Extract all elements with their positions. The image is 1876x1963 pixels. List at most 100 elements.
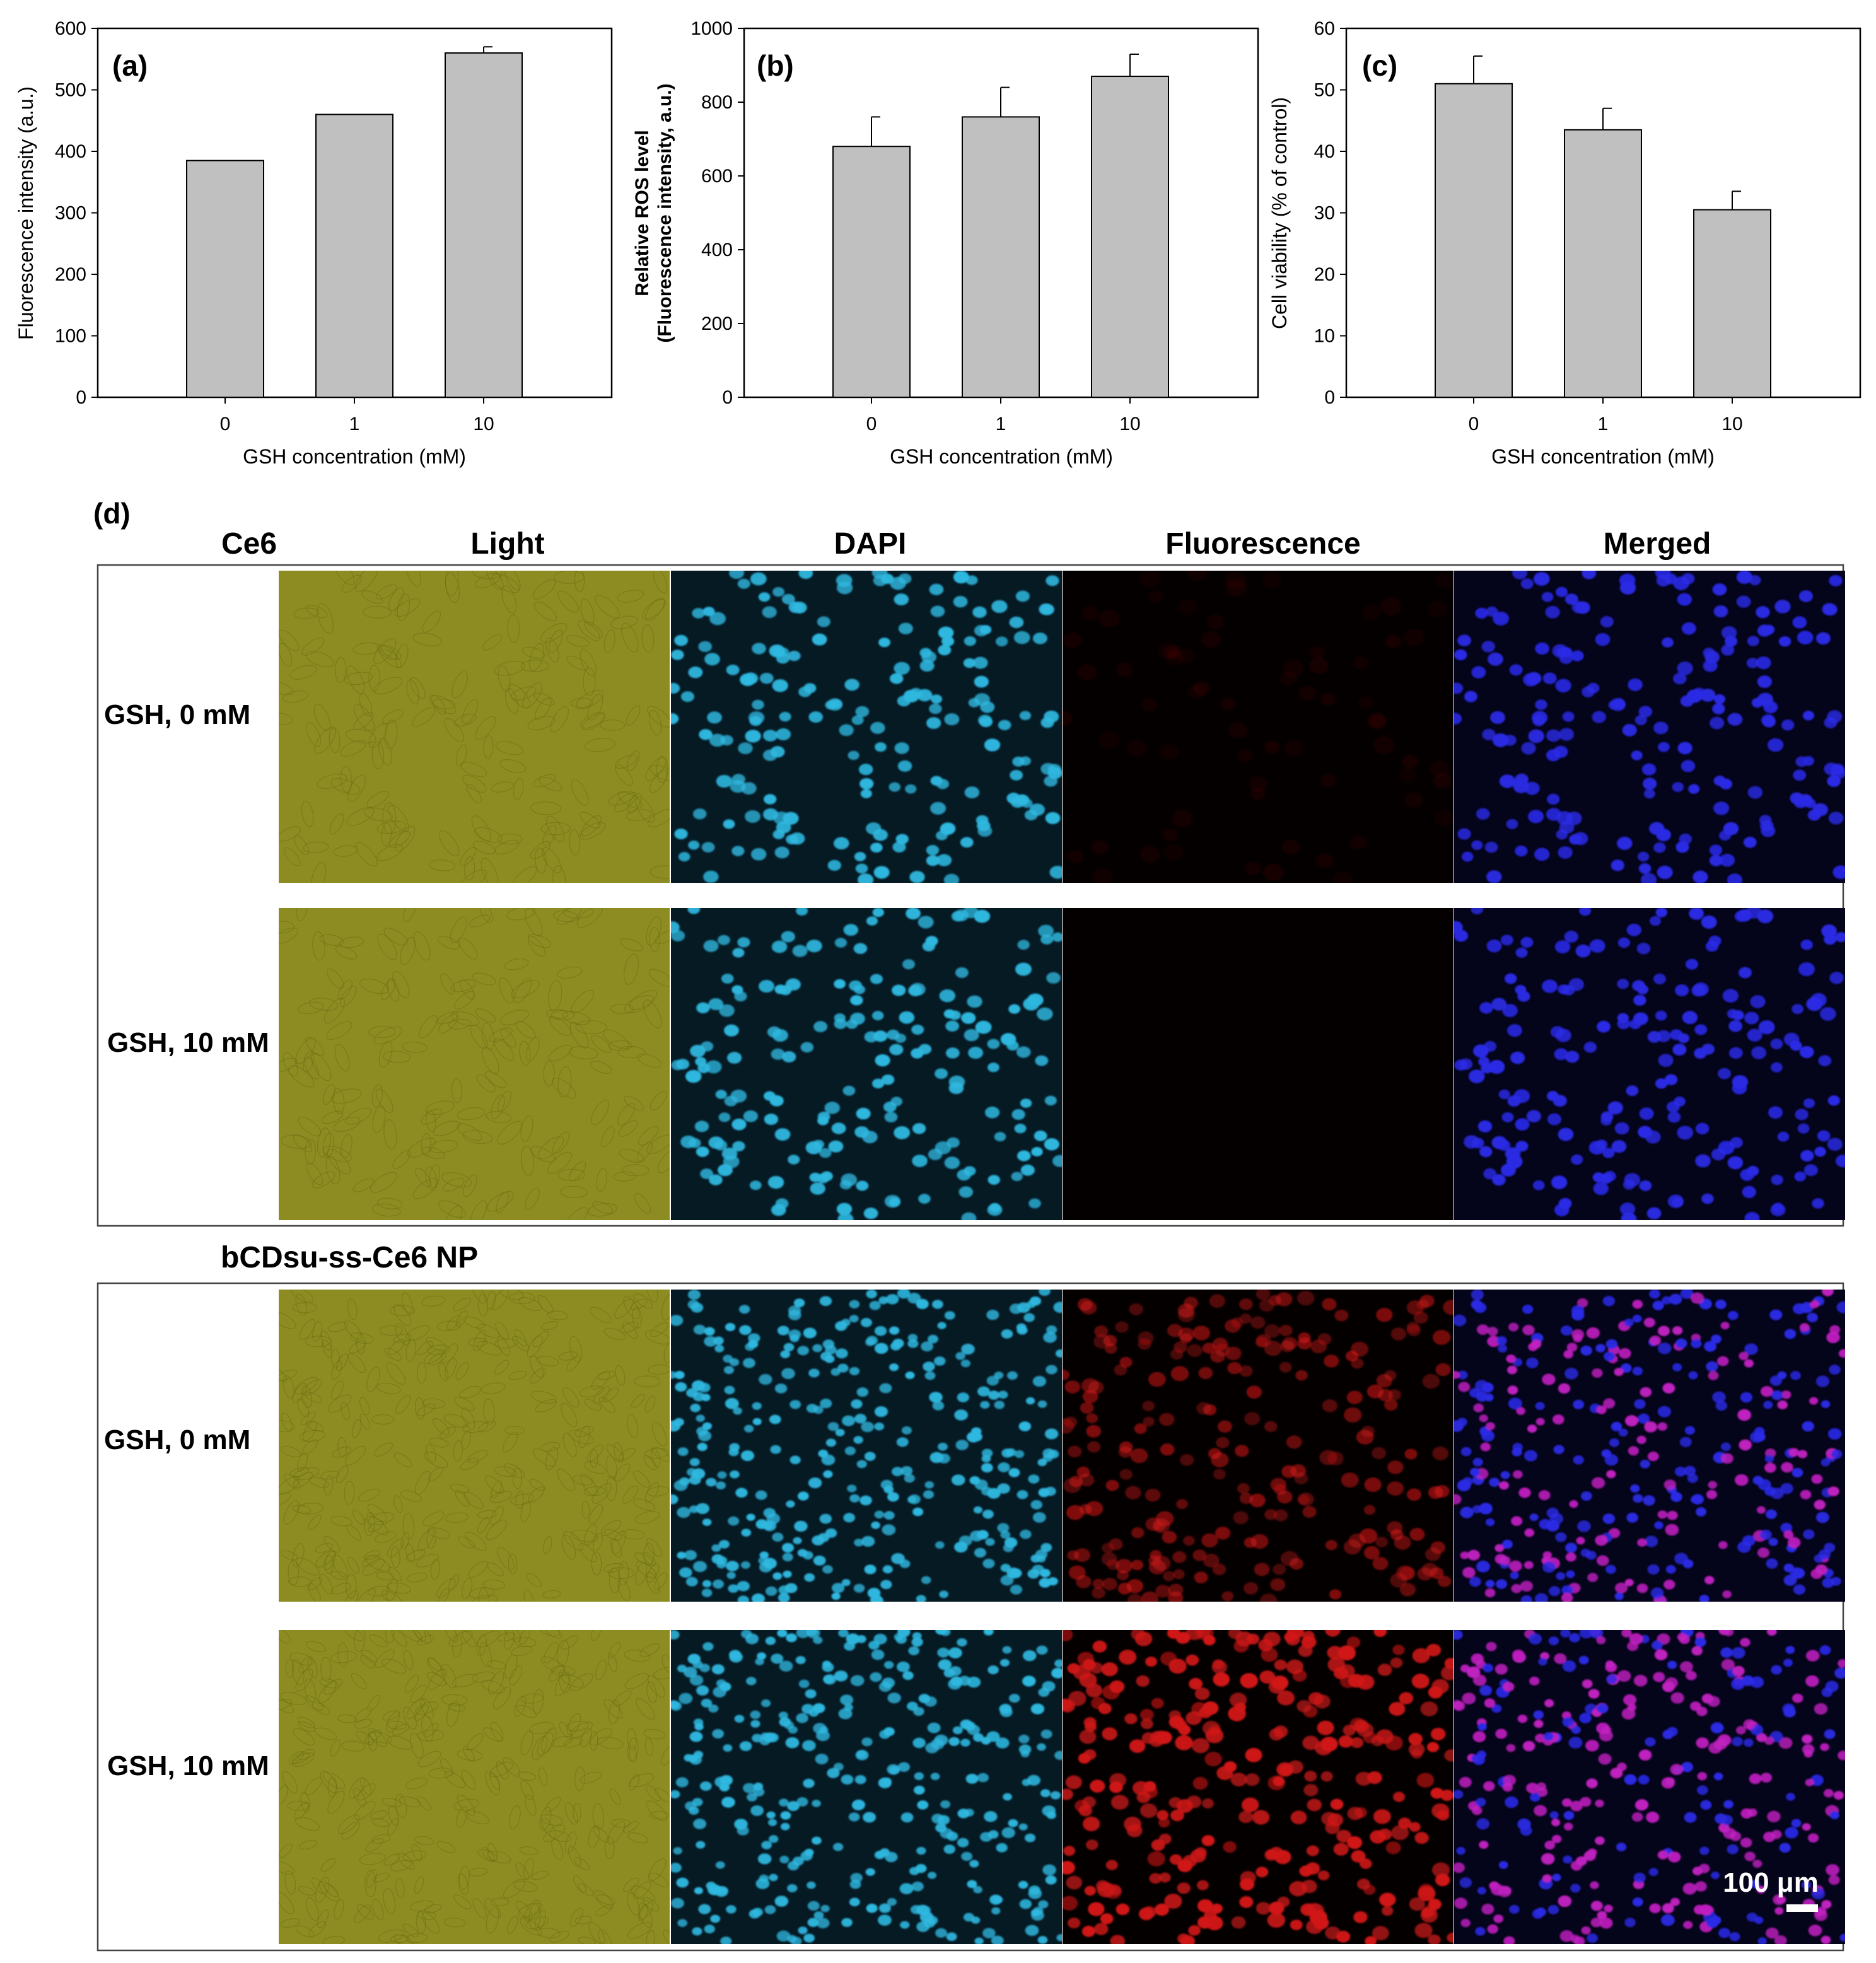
y-axis-label-b-line1: Relative ROS level [632, 130, 653, 296]
y-tick-label-a-100: 100 [55, 326, 86, 347]
micrograph-dapi-g0-r0 [671, 571, 1062, 883]
group-label-nanoparticle: bCDsu-ss-Ce6 NP [221, 1241, 478, 1274]
scale-bar [1786, 1904, 1818, 1912]
x-tick-label-b-0: 0 [866, 414, 877, 434]
y-ticks-c: 0 10 20 30 40 50 60 [1314, 18, 1346, 408]
group-frame-nanoparticle [96, 1282, 1844, 1952]
y-tick-label-b-1000: 1000 [690, 18, 733, 39]
row-label-np-gsh-0: GSH, 0 mM [104, 1424, 250, 1455]
y-tick-label-a-0: 0 [76, 387, 86, 408]
group-label-ce6: Ce6 [221, 527, 277, 561]
row-label-ce6-gsh-0: GSH, 0 mM [104, 699, 250, 730]
y-tick-label-c-40: 40 [1314, 141, 1335, 162]
y-tick-label-a-600: 600 [55, 18, 86, 39]
bar-b-1 [962, 116, 1040, 398]
micrograph-merged-g1-r1 [1454, 1630, 1845, 1944]
bar-a-1 [315, 114, 393, 398]
chart-b: (b) 0 200 400 600 800 1000 0 1 10 GSH concentra… [632, 18, 1259, 468]
x-ticks-c: 0 1 10 [1469, 397, 1743, 434]
y-tick-label-a-500: 500 [55, 80, 86, 101]
bars-c [1435, 83, 1771, 398]
x-tick-label-c-0: 0 [1469, 414, 1479, 434]
scale-bar-label: 100 μm [1723, 1867, 1819, 1898]
error-bar-b-0 [871, 116, 880, 147]
chart-c: (c) 0 10 20 30 40 50 60 0 1 10 GSH concentration… [1268, 18, 1861, 468]
error-bar-b-10 [1129, 53, 1139, 77]
column-head-merged: Merged [1604, 527, 1711, 561]
error-bars-a [483, 46, 492, 53]
bar-a-0 [186, 160, 264, 398]
panel-letter-d: (d) [93, 497, 131, 530]
bar-a-10 [445, 52, 523, 398]
x-ticks-b: 0 1 10 [866, 397, 1141, 434]
y-tick-label-a-300: 300 [55, 203, 86, 224]
bars-a [186, 52, 523, 398]
panel-letter-c: (c) [1362, 49, 1397, 82]
x-ticks-a: 0 1 10 [220, 397, 494, 434]
row-label-ce6-gsh-10: GSH, 10 mM [107, 1027, 269, 1058]
bar-c-1 [1564, 129, 1642, 398]
y-tick-label-b-800: 800 [701, 92, 733, 113]
y-tick-label-c-60: 60 [1314, 18, 1335, 39]
bar-b-0 [832, 146, 911, 398]
micrograph-dapi-g0-r1 [671, 908, 1062, 1220]
y-tick-label-a-200: 200 [55, 264, 86, 285]
y-tick-label-c-50: 50 [1314, 80, 1335, 101]
x-tick-label-b-1: 1 [996, 414, 1006, 434]
column-head-light: Light [470, 527, 544, 561]
error-bar-c-10 [1732, 190, 1741, 210]
y-axis-label-b-line2: (Fluorescence intensity, a.u.) [655, 83, 675, 342]
y-tick-label-b-200: 200 [701, 313, 733, 334]
micrograph-tiles [279, 571, 1845, 1944]
y-tick-label-a-400: 400 [55, 141, 86, 162]
micrograph-fluorescence-g0-r0 [1063, 571, 1454, 883]
bars-b [832, 76, 1169, 399]
micrograph-panel: (d) Ce6 Light DAPI Fluorescence Merged b… [93, 497, 1845, 1952]
column-head-fluorescence: Fluorescence [1165, 527, 1360, 561]
error-bar-c-0 [1473, 55, 1483, 84]
bar-c-0 [1435, 83, 1513, 398]
x-tick-label-a-0: 0 [220, 414, 231, 434]
micrograph-merged-g1-r0 [1454, 1290, 1845, 1602]
y-tick-label-c-0: 0 [1324, 387, 1335, 408]
error-bar-c-1 [1602, 107, 1612, 130]
row-label-np-gsh-10: GSH, 10 mM [107, 1750, 269, 1781]
error-bar-b-1 [1000, 86, 1010, 117]
x-tick-label-c-10: 10 [1722, 414, 1742, 434]
micrograph-dapi-g1-r1 [671, 1630, 1062, 1944]
panel-letter-b: (b) [757, 49, 794, 82]
y-ticks-b: 0 200 400 600 800 1000 [690, 18, 744, 408]
x-tick-label-b-10: 10 [1119, 414, 1140, 434]
y-axis-label-a: Fluorescence intensity (a.u.) [15, 86, 37, 340]
column-head-dapi: DAPI [834, 527, 907, 561]
bar-c-10 [1693, 209, 1771, 398]
micrograph-fluorescence-g1-r1 [1063, 1630, 1454, 1944]
error-bars-c [1473, 55, 1741, 210]
x-axis-label-c: GSH concentration (mM) [1491, 445, 1715, 468]
y-tick-label-c-30: 30 [1314, 203, 1335, 224]
y-axis-label-c: Cell viability (% of control) [1268, 97, 1291, 329]
micrograph-fluorescence-g1-r0 [1063, 1290, 1454, 1602]
micrograph-light-g0-r1 [279, 908, 670, 1220]
bar-b-10 [1091, 76, 1169, 399]
micrograph-dapi-g1-r0 [671, 1290, 1062, 1602]
y-ticks-a: 0 100 200 300 400 500 600 [55, 18, 98, 408]
micrograph-light-g0-r0 [279, 571, 670, 883]
x-tick-label-a-1: 1 [349, 414, 360, 434]
y-tick-label-c-20: 20 [1314, 264, 1335, 285]
micrograph-fluorescence-g0-r1 [1063, 908, 1454, 1220]
error-bar-a-10 [483, 46, 492, 53]
micrograph-light-g1-r0 [279, 1290, 670, 1602]
x-axis-label-a: GSH concentration (mM) [243, 445, 466, 468]
y-tick-label-b-0: 0 [722, 387, 733, 408]
y-tick-label-b-600: 600 [701, 166, 733, 187]
y-tick-label-b-400: 400 [701, 240, 733, 260]
error-bars-b [871, 53, 1139, 147]
micrograph-light-g1-r1 [279, 1630, 670, 1944]
chart-a: (a) 0 100 200 300 400 500 600 0 1 10 GSH concent… [15, 18, 613, 468]
group-frame-ce6 [96, 564, 1844, 1227]
x-tick-label-c-1: 1 [1598, 414, 1609, 434]
y-tick-label-c-10: 10 [1314, 326, 1335, 347]
micrograph-merged-g0-r0 [1454, 571, 1845, 883]
